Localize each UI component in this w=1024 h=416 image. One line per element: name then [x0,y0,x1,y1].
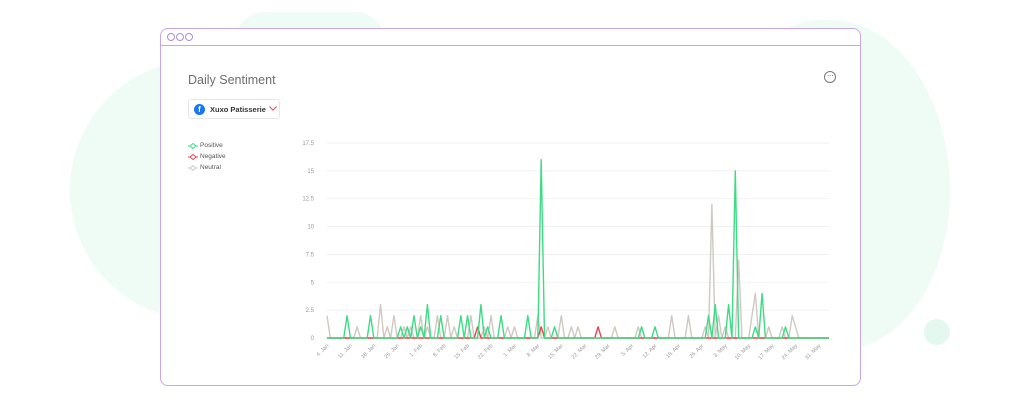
y-tick-label: 5 [311,280,315,286]
chart-title: Daily Sentiment [188,73,276,87]
legend-label: Neutral [200,164,221,171]
x-tick-label: 15. Mar [547,343,565,361]
y-tick-label: 2.5 [306,308,315,314]
page-selector[interactable]: f Xuxo Patisserie [188,99,280,119]
y-tick-label: 17.5 [302,141,314,147]
x-tick-label: 1. Mar [503,343,518,358]
x-tick-label: 10. May [734,343,752,361]
x-tick-label: 1. Feb [409,343,424,358]
window-dot-icon[interactable] [185,33,193,41]
x-tick-label: 19. Apr [665,343,682,360]
x-tick-label: 18. Jan [360,343,377,360]
x-tick-label: 8. Mar [526,343,541,358]
y-tick-label: 15 [307,169,314,175]
x-tick-label: 24. May [781,343,799,361]
window-titlebar [161,29,860,46]
legend-label: Negative [200,153,226,160]
more-options-icon[interactable]: ··· [824,71,836,83]
x-tick-label: 31. May [804,343,822,361]
y-tick-label: 7.5 [306,252,315,258]
page-selector-label: Xuxo Patisserie [210,105,266,114]
x-tick-label: 8. Feb [432,343,447,358]
legend-marker-icon [188,154,198,160]
x-tick-label: 22. Mar [571,343,589,361]
window-dot-icon[interactable] [167,33,175,41]
x-tick-label: 22. Feb [477,343,494,360]
facebook-icon: f [194,104,205,115]
chevron-down-icon [269,106,277,111]
x-tick-label: 4. Jan [316,343,331,358]
y-tick-label: 10 [307,225,314,231]
x-tick-label: 26. Apr [689,343,706,360]
x-tick-label: 25. Jan [384,343,401,360]
y-tick-label: 0 [311,336,315,342]
series-line-positive [327,159,829,339]
sentiment-line-chart: 0 2.5 5 7.5 10 12.5 15 17.5 4. Jan 11. Jan 18. Jan… [302,141,829,361]
background-dot [924,319,950,345]
legend-label: Positive [200,142,223,149]
x-tick-label: 15. Feb [454,343,471,360]
y-tick-label: 12.5 [302,197,314,203]
x-tick-label: 11. Jan [337,343,354,360]
x-tick-label: 5. Apr [621,343,636,358]
app-window: Daily Sentiment ··· f Xuxo Patisserie Po… [160,28,861,386]
series-line-neutral [326,203,829,339]
x-tick-label: 29. Mar [594,343,612,361]
x-tick-label: 17. May [757,343,775,361]
x-tick-label: 12. Apr [642,343,659,360]
legend-marker-icon [188,165,198,171]
legend-marker-icon [188,143,198,149]
x-tick-label: 3. May [713,343,729,359]
window-dot-icon[interactable] [176,33,184,41]
